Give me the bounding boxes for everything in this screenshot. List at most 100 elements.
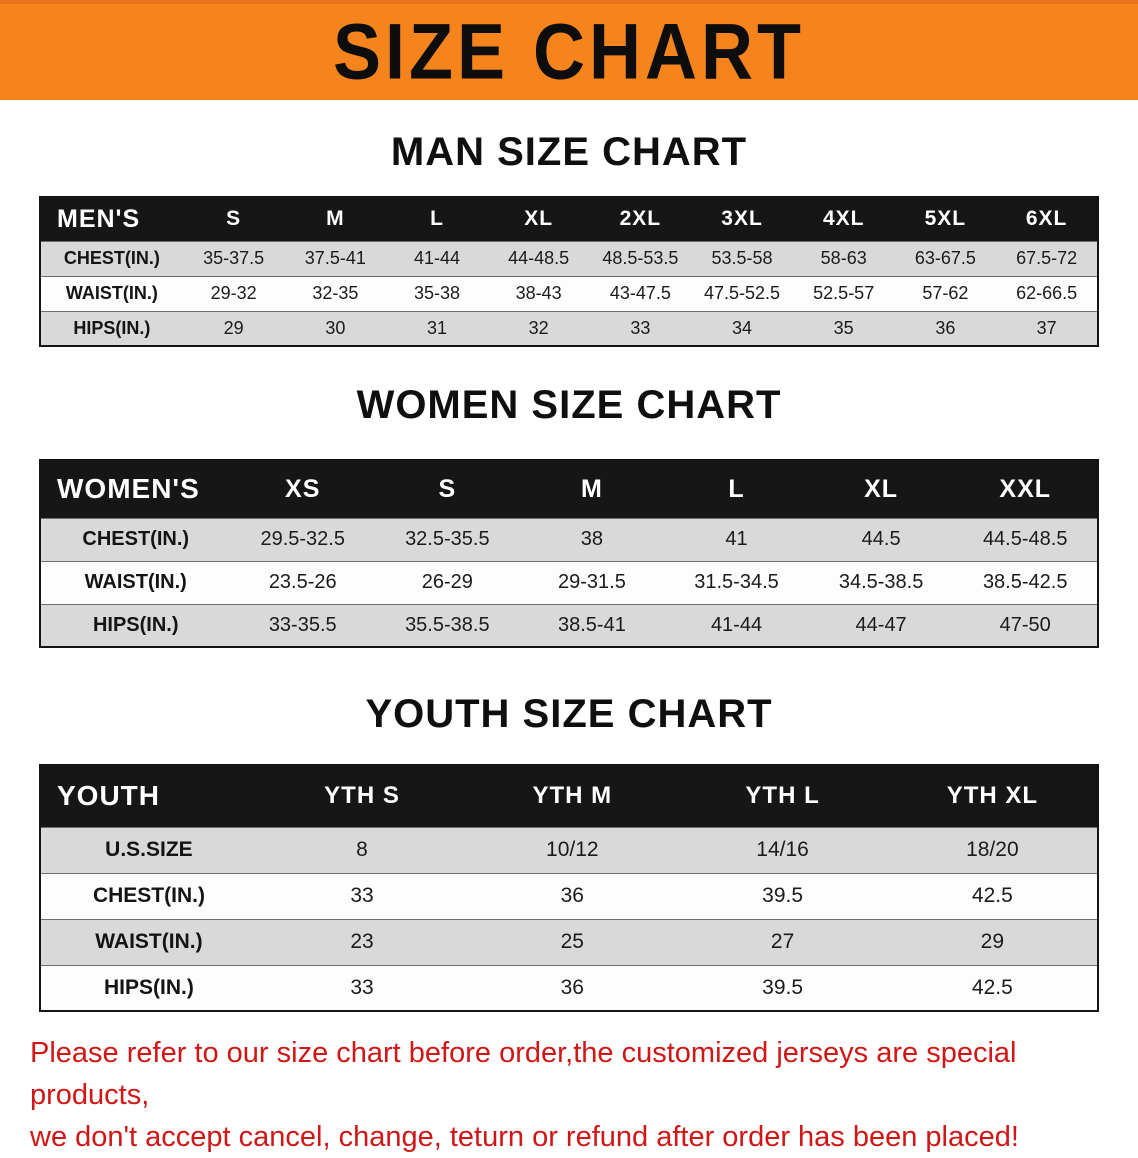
measurement-row-label: WAIST(IN.) (95, 930, 203, 953)
size-value-cell: 29.5-32.5 (260, 528, 345, 550)
size-value-cell: 36 (935, 317, 956, 338)
women-size-chart-heading: WOMEN SIZE CHART (356, 383, 782, 427)
size-value-cell: 38.5-41 (558, 613, 626, 636)
size-column-header: M (284, 197, 387, 241)
size-column-header: YTH S (256, 765, 468, 827)
size-value-cell: 62-66.5 (1016, 283, 1078, 303)
size-value-cell: 58-63 (820, 248, 867, 268)
size-column-header: XS (230, 460, 376, 518)
size-value-cell: 48.5-53.5 (602, 248, 679, 268)
size-value-cell: 47.5-52.5 (703, 283, 781, 303)
youth-size-chart-section: YOUTH SIZE CHART YOUTH YTH S YTH M YTH L YTH… (0, 694, 1138, 1012)
measurement-row-label: U.S.SIZE (105, 838, 193, 861)
youth-size-chart-heading: YOUTH SIZE CHART (365, 692, 773, 736)
order-notice-line-2: we don't accept cancel, change, teturn o… (30, 1121, 1019, 1154)
size-value-cell: 14/16 (756, 838, 809, 861)
size-value-cell: 63-67.5 (914, 248, 976, 268)
size-value-cell: 39.5 (762, 975, 804, 999)
size-value-cell: 52.5-57 (813, 283, 875, 303)
measurement-row: U.S.SIZE 8 10/12 14/16 18/20 (40, 827, 1098, 873)
men-size-table: MEN'S S M L XL 2XL 3XL 4XL 5XL 6XL CHEST(IN.) 35-37… (39, 196, 1099, 347)
size-column-header: 5XL (894, 197, 997, 241)
size-charts-container: MAN SIZE CHART MEN'S S M L XL 2XL 3XL 4XL 5XL 6XL… (0, 132, 1138, 1012)
size-value-cell: 33 (350, 975, 374, 999)
size-value-cell: 38.5-42.5 (982, 571, 1068, 593)
size-value-cell: 44.5-48.5 (982, 528, 1068, 550)
banner-title: SIZE CHART (333, 7, 805, 96)
size-column-header: S (182, 197, 285, 241)
size-value-cell: 42.5 (971, 884, 1013, 907)
measurement-row: HIPS(IN.) 33 36 39.5 42.5 (40, 965, 1098, 1011)
measurement-row-label: CHEST(IN.) (92, 884, 205, 907)
measurement-row: CHEST(IN.) 33 36 39.5 42.5 (40, 873, 1098, 919)
size-value-cell: 8 (356, 838, 368, 861)
size-column-header: YTH L (677, 765, 888, 827)
size-value-cell: 29 (980, 930, 1005, 953)
measurement-row-label: CHEST(IN.) (63, 248, 160, 268)
size-column-header: XXL (953, 460, 1098, 518)
size-value-cell: 35-37.5 (203, 248, 265, 268)
size-value-cell: 29-31.5 (558, 571, 626, 593)
size-value-cell: 36 (560, 975, 584, 999)
size-value-cell: 25 (560, 930, 584, 953)
size-value-cell: 31 (426, 317, 448, 338)
size-value-cell: 47-50 (999, 613, 1051, 636)
size-value-cell: 27 (770, 930, 795, 953)
size-value-cell: 23.5-26 (268, 571, 337, 593)
size-value-cell: 33 (630, 317, 651, 338)
size-chart-banner: SIZE CHART (0, 0, 1138, 100)
size-value-cell: 10/12 (546, 838, 599, 861)
table-header-row: YOUTH YTH S YTH M YTH L YTH XL (40, 765, 1098, 827)
man-size-chart-section: MAN SIZE CHART MEN'S S M L XL 2XL 3XL 4XL 5XL 6XL… (0, 132, 1138, 347)
size-column-header: YTH XL (887, 765, 1098, 827)
size-value-cell: 41 (725, 528, 748, 550)
size-value-cell: 37 (1036, 317, 1057, 338)
size-value-cell: 26-29 (421, 571, 473, 593)
size-value-cell: 44.5 (861, 528, 901, 550)
size-value-cell: 38-43 (515, 283, 562, 303)
size-value-cell: 41-44 (710, 613, 763, 636)
measurement-row: WAIST(IN.) 23 25 27 29 (40, 919, 1098, 965)
size-column-header: XL (808, 460, 954, 518)
size-value-cell: 37.5-41 (304, 248, 366, 268)
man-size-chart-heading: MAN SIZE CHART (390, 130, 748, 174)
table-header-row: WOMEN'S XS S M L XL XXL (40, 460, 1098, 518)
size-value-cell: 23 (350, 930, 374, 953)
size-value-cell: 34 (732, 317, 753, 338)
size-value-cell: 42.5 (971, 975, 1013, 999)
size-value-cell: 67.5-72 (1016, 248, 1078, 268)
size-value-cell: 34.5-38.5 (838, 571, 924, 593)
size-value-cell: 57-62 (922, 283, 969, 303)
size-column-header: XL (487, 197, 590, 241)
size-value-cell: 32.5-35.5 (405, 528, 490, 550)
size-value-cell: 44-47 (855, 613, 907, 636)
size-value-cell: 43-47.5 (609, 283, 671, 303)
measurement-row: WAIST(IN.) 29-32 32-35 35-38 38-43 43-47.5 47.… (40, 276, 1098, 311)
table-title-cell: YOUTH (40, 765, 257, 827)
measurement-row: HIPS(IN.) 29 30 31 32 33 34 35 36 37 (40, 311, 1098, 346)
order-notice: Please refer to our size chart before or… (0, 1012, 1138, 1158)
size-value-cell: 35 (833, 317, 854, 338)
size-value-cell: 53.5-58 (711, 248, 773, 268)
size-value-cell: 32-35 (312, 283, 359, 303)
women-size-chart-section: WOMEN SIZE CHART WOMEN'S XS S M L XL XXL CHEST(… (0, 385, 1138, 648)
size-column-header: 4XL (792, 197, 895, 241)
size-column-header: S (375, 460, 520, 518)
size-value-cell: 41-44 (413, 248, 461, 268)
size-column-header: M (519, 460, 665, 518)
order-notice-line-1: Please refer to our size chart before or… (30, 1037, 1017, 1112)
size-value-cell: 36 (560, 884, 584, 907)
size-value-cell: 38 (580, 528, 604, 550)
women-size-table: WOMEN'S XS S M L XL XXL CHEST(IN.) 29.5-32.5 32.5… (39, 459, 1099, 648)
table-header-row: MEN'S S M L XL 2XL 3XL 4XL 5XL 6XL (40, 197, 1098, 241)
size-value-cell: 31.5-34.5 (694, 571, 779, 593)
measurement-row-label: HIPS(IN.) (104, 975, 194, 999)
size-column-header: 6XL (996, 197, 1098, 241)
size-column-header: L (664, 460, 809, 518)
measurement-row: CHEST(IN.) 35-37.5 37.5-41 41-44 44-48.5 48.5… (40, 241, 1098, 276)
size-value-cell: 44-48.5 (508, 248, 570, 268)
size-value-cell: 35.5-38.5 (405, 613, 490, 636)
size-value-cell: 33-35.5 (268, 613, 337, 636)
size-column-header: L (386, 197, 488, 241)
measurement-row: CHEST(IN.) 29.5-32.5 32.5-35.5 38 41 44.5 44.5… (40, 518, 1098, 561)
